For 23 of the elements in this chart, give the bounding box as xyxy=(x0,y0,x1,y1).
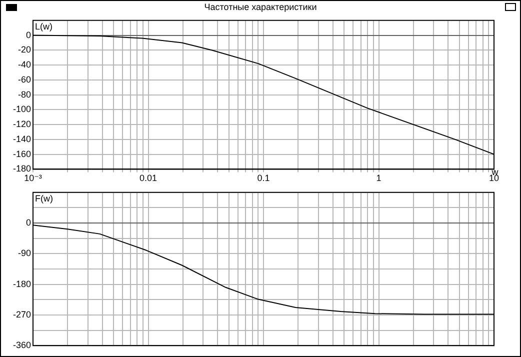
y-tick-label: 0 xyxy=(26,218,31,228)
y-tick-label: -80 xyxy=(18,89,31,100)
x-tick-label: 1 xyxy=(376,173,382,184)
y-tick-label: -160 xyxy=(12,148,31,159)
y-tick-label: 0 xyxy=(26,30,31,40)
x-tick-label: 10⁻³ xyxy=(24,173,42,184)
y-tick-label: -180 xyxy=(12,164,31,174)
y-axis-title: F(w) xyxy=(35,193,53,204)
x-tick-label: 0.01 xyxy=(139,173,158,184)
chart-title: Частотные характеристики xyxy=(203,2,318,12)
y-tick-label: -100 xyxy=(12,104,31,114)
y-tick-label: -120 xyxy=(12,119,31,130)
y-axis-title: L(w) xyxy=(35,21,52,32)
x-tick-label: 0.1 xyxy=(257,173,270,184)
y-tick-label: -140 xyxy=(12,134,31,144)
y-tick-label: -20 xyxy=(18,44,31,55)
y-tick-label: -180 xyxy=(12,278,31,289)
y-tick-label: -270 xyxy=(12,309,31,320)
y-tick-label: -90 xyxy=(18,248,31,258)
y-tick-label: -360 xyxy=(12,340,31,350)
y-tick-label: -40 xyxy=(18,60,31,70)
y-tick-label: -60 xyxy=(18,74,31,84)
x-tick-label: 10 xyxy=(488,173,500,184)
